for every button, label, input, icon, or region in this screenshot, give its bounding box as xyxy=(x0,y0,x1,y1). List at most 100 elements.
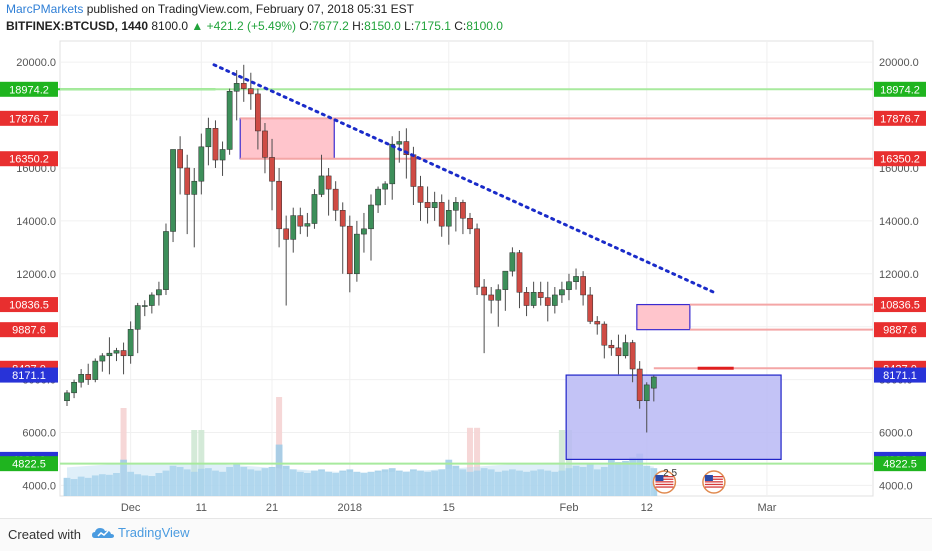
volume-bar xyxy=(141,475,149,496)
candle-up xyxy=(431,202,438,208)
candle-down xyxy=(438,202,445,227)
footer: Created with TradingView xyxy=(0,518,932,551)
volume-bar xyxy=(551,471,559,496)
volume-bar xyxy=(501,470,509,496)
volume-bar xyxy=(318,469,325,496)
volume-bar xyxy=(466,471,474,496)
candle-down xyxy=(332,188,339,211)
volume-bar xyxy=(445,459,453,496)
volume-bar xyxy=(91,475,99,496)
event-icons: 2 5 xyxy=(652,468,726,494)
candle-up xyxy=(375,188,381,206)
candle-up xyxy=(650,376,657,389)
volume-bar xyxy=(402,471,410,496)
candle-up xyxy=(396,141,403,145)
price-chart[interactable]: 4000.04000.06000.06000.08000.08000.01000… xyxy=(0,0,932,518)
candle-down xyxy=(467,217,473,230)
candle-up xyxy=(170,149,176,232)
candle-up xyxy=(156,289,162,296)
low-value: 7175.1 xyxy=(414,19,451,33)
volume-bar xyxy=(346,469,354,496)
candle-up xyxy=(71,382,77,394)
volume-bar xyxy=(452,465,460,496)
candle-up xyxy=(106,352,113,357)
volume-bar xyxy=(197,468,205,496)
volume-bar xyxy=(636,453,644,496)
volume-bar xyxy=(572,465,580,496)
candle-down xyxy=(410,154,417,187)
x-tick-label: Dec xyxy=(121,502,141,514)
volume-bar xyxy=(63,477,71,496)
zones xyxy=(239,117,782,460)
volume-bar-tall xyxy=(474,427,481,496)
candle-up xyxy=(509,252,516,272)
candle-down xyxy=(615,347,622,357)
trend-line xyxy=(212,63,734,370)
candle-up xyxy=(382,183,388,190)
y-tick-label-right: 20000.0 xyxy=(879,57,919,69)
candle-down xyxy=(120,350,127,357)
volume-bar xyxy=(127,471,135,496)
us-flag-icon xyxy=(652,470,677,494)
author-link[interactable]: MarcPMarkets xyxy=(6,2,84,16)
volume-bar xyxy=(395,470,403,496)
candle-down xyxy=(403,141,410,155)
price-label-box-left xyxy=(0,322,58,338)
price-label-box-left xyxy=(0,151,58,167)
high-value: 8150.0 xyxy=(364,19,401,33)
us-flag-stripe xyxy=(704,483,723,486)
volume-bar xyxy=(530,470,538,496)
y-tick-label-left: 6000.0 xyxy=(22,428,56,440)
candle-up xyxy=(530,292,537,306)
x-tick-label: Feb xyxy=(559,502,578,514)
candle-down xyxy=(255,93,261,132)
volume-bar xyxy=(579,466,587,496)
volume-bar xyxy=(113,473,120,496)
candle-down xyxy=(247,88,254,95)
candle-down xyxy=(516,252,523,293)
candle-down xyxy=(608,344,615,349)
volume-bar xyxy=(233,464,241,496)
candle-down xyxy=(297,215,304,227)
candle-up xyxy=(573,276,579,282)
candle-down xyxy=(601,323,608,346)
volume-bar xyxy=(303,473,311,496)
volume-bar xyxy=(205,468,212,496)
us-flag-stripe xyxy=(704,486,723,488)
volume-bar xyxy=(261,468,269,496)
price-label-right: 17876.7 xyxy=(880,113,920,125)
candle-down xyxy=(636,368,643,402)
volume-bar xyxy=(360,473,368,496)
price-label-box-right xyxy=(874,322,926,338)
created-with-text: Created with xyxy=(8,527,81,542)
candle-up xyxy=(354,233,360,275)
us-flag-stripe xyxy=(655,483,674,486)
volume-bar xyxy=(473,470,481,496)
volume-bar xyxy=(84,477,92,496)
volume-bar xyxy=(296,471,304,496)
candle-up xyxy=(643,384,650,402)
tradingview-brand[interactable]: TradingView xyxy=(92,525,190,540)
candle-down xyxy=(85,374,92,380)
candle-up xyxy=(92,360,99,380)
volume-bar xyxy=(77,476,85,496)
candle-up xyxy=(361,228,367,235)
us-flag-stripe xyxy=(704,478,723,480)
y-tick-label-left: 12000.0 xyxy=(16,269,56,281)
price-label-right: 10836.5 xyxy=(880,300,920,312)
candle-up xyxy=(191,180,198,195)
volume-bar xyxy=(353,471,361,496)
candle-up xyxy=(113,350,120,354)
last-price: 8100.0 xyxy=(151,19,189,33)
y-tick-label-left: 14000.0 xyxy=(16,216,56,228)
candle-up xyxy=(134,305,141,330)
x-tick-label: 12 xyxy=(641,502,653,514)
up-triangle-icon: ▲ xyxy=(191,19,204,33)
volume-bar xyxy=(98,474,106,496)
price-label-left: 17876.7 xyxy=(9,113,49,125)
candle-down xyxy=(283,228,290,240)
candle-up xyxy=(290,215,297,240)
volume-bar xyxy=(120,459,127,496)
price-label-box-right xyxy=(874,110,926,126)
candle-down xyxy=(587,294,594,322)
